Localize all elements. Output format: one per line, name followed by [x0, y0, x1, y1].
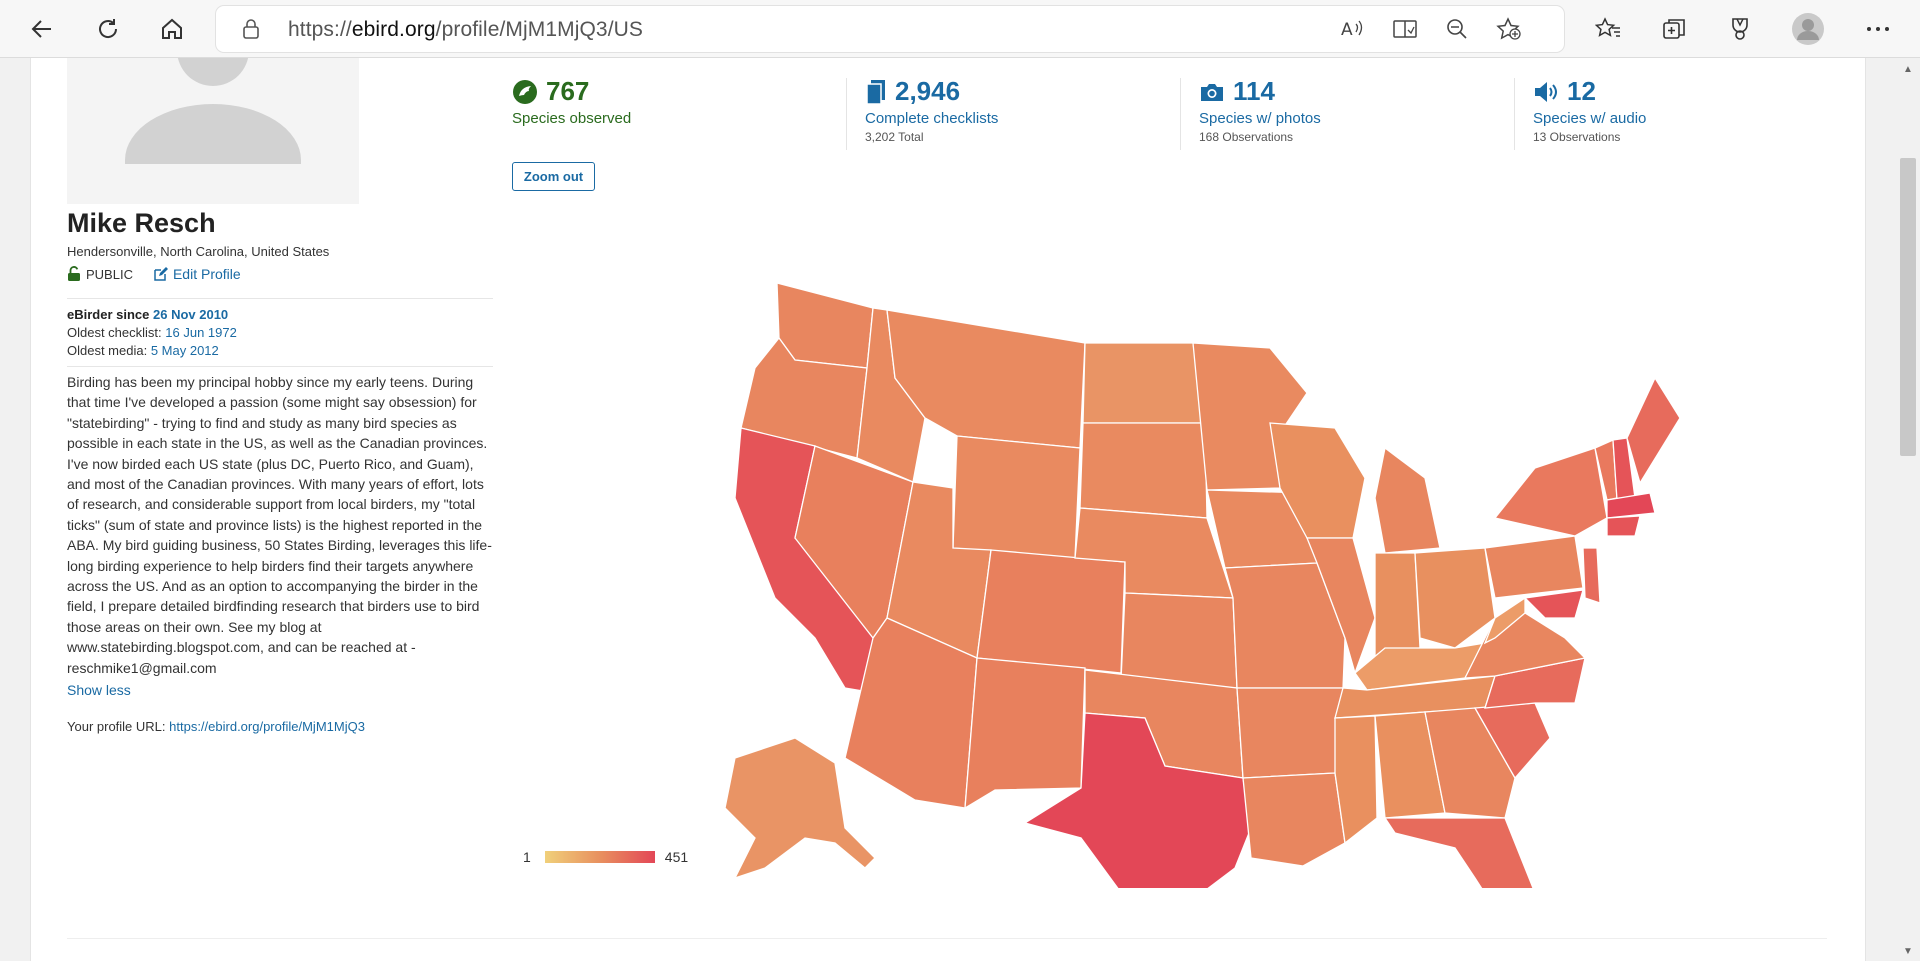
divider: [846, 78, 847, 150]
read-aloud-icon[interactable]: A: [1338, 15, 1368, 43]
state-north-dakota[interactable]: [1082, 342, 1206, 424]
stat-checklists[interactable]: 2,946 Complete checklists 3,202 Total: [865, 76, 998, 144]
divider: [67, 298, 493, 299]
species-observed-count[interactable]: 767: [546, 76, 590, 106]
divider: [67, 938, 1827, 939]
scroll-up-icon[interactable]: ▲: [1903, 64, 1913, 75]
state-maryland[interactable]: [1523, 589, 1584, 619]
state-new-jersey[interactable]: [1582, 547, 1601, 604]
state-new-york[interactable]: [1493, 447, 1608, 537]
stat-photos[interactable]: 114 Species w/ photos 168 Observations: [1199, 76, 1321, 144]
state-ohio[interactable]: [1414, 547, 1496, 649]
home-icon[interactable]: [152, 9, 192, 49]
lock-icon[interactable]: [242, 19, 260, 44]
oldest-checklist-label: Oldest checklist:: [67, 325, 162, 340]
us-species-map[interactable]: [695, 218, 1685, 888]
state-wyoming[interactable]: [952, 435, 1081, 559]
state-south-dakota[interactable]: [1079, 422, 1208, 519]
profile-location: Hendersonville, North Carolina, United S…: [67, 244, 330, 259]
state-mississippi[interactable]: [1334, 715, 1378, 845]
since-label: eBirder since: [67, 307, 150, 322]
stat-species-observed[interactable]: 767 Species observed: [512, 76, 631, 127]
rewards-icon[interactable]: [1720, 9, 1760, 49]
state-louisiana[interactable]: [1242, 772, 1346, 867]
unlock-icon: [68, 266, 80, 281]
stat-audio[interactable]: 12 Species w/ audio 13 Observations: [1533, 76, 1646, 144]
oldest-checklist-link[interactable]: 16 Jun 1972: [165, 325, 237, 340]
audio-count[interactable]: 12: [1567, 76, 1596, 106]
profile-bio: Birding has been my principal hobby sinc…: [67, 374, 492, 676]
state-pennsylvania[interactable]: [1484, 535, 1584, 599]
state-maine[interactable]: [1626, 376, 1681, 485]
state-texas[interactable]: [1023, 712, 1252, 888]
visibility-status: PUBLIC: [67, 266, 133, 282]
add-favorite-icon[interactable]: [1494, 15, 1524, 43]
photos-label[interactable]: Species w/ photos: [1199, 110, 1321, 127]
edit-profile-label[interactable]: Edit Profile: [172, 266, 241, 282]
state-kansas[interactable]: [1120, 592, 1238, 689]
favorites-icon[interactable]: [1588, 9, 1628, 49]
divider: [67, 366, 493, 367]
checklist-icon: [866, 79, 885, 105]
address-bar[interactable]: https://ebird.org/profile/MjM1MjQ3/US A: [216, 6, 1564, 52]
zoom-out-icon[interactable]: [1442, 15, 1472, 43]
state-massachusetts[interactable]: [1606, 492, 1656, 519]
state-indiana[interactable]: [1374, 552, 1421, 659]
visibility-label: PUBLIC: [86, 266, 133, 282]
profile-url-link[interactable]: https://ebird.org/profile/MjM1MjQ3: [169, 719, 365, 734]
species-observed-label[interactable]: Species observed: [512, 110, 632, 127]
back-icon[interactable]: [22, 9, 62, 49]
camera-icon: [1201, 83, 1223, 101]
profile-url-label: Your profile URL:: [67, 719, 166, 734]
zoom-out-button[interactable]: Zoom out: [512, 162, 595, 191]
refresh-icon[interactable]: [88, 9, 128, 49]
legend-min: 1: [523, 849, 531, 865]
state-connecticut[interactable]: [1606, 515, 1641, 537]
audio-observations: 13 Observations: [1533, 130, 1621, 144]
since-date[interactable]: 26 Nov 2010: [153, 307, 229, 322]
checklists-count[interactable]: 2,946: [895, 76, 961, 106]
membership-info: eBirder since 26 Nov 2010 Oldest checkli…: [67, 306, 237, 360]
avatar: [67, 58, 359, 204]
svg-text:A: A: [1341, 20, 1353, 40]
immersive-reader-icon[interactable]: [1390, 15, 1420, 43]
oldest-media-link[interactable]: 5 May 2012: [150, 343, 219, 358]
collections-icon[interactable]: [1654, 9, 1694, 49]
more-icon[interactable]: [1858, 9, 1898, 49]
audio-icon: [1535, 81, 1557, 102]
checklists-label[interactable]: Complete checklists: [865, 110, 999, 127]
state-arkansas[interactable]: [1236, 687, 1344, 779]
profile-name: Mike Resch: [67, 208, 216, 238]
state-new-mexico[interactable]: [964, 657, 1086, 810]
legend-max: 451: [664, 849, 689, 865]
divider: [1514, 78, 1515, 150]
state-west-virginia[interactable]: [1483, 596, 1526, 645]
oldest-media-label: Oldest media:: [67, 343, 148, 358]
state-florida[interactable]: [1383, 817, 1545, 888]
profile-icon[interactable]: [1788, 9, 1828, 49]
species-icon: [513, 79, 537, 104]
photos-observations: 168 Observations: [1199, 130, 1294, 144]
state-colorado[interactable]: [976, 549, 1126, 674]
audio-label[interactable]: Species w/ audio: [1533, 110, 1647, 127]
browser-toolbar: https://ebird.org/profile/MjM1MjQ3/US A: [0, 0, 1920, 58]
scroll-down-icon[interactable]: ▼: [1903, 946, 1913, 957]
legend-gradient: [544, 851, 655, 863]
url-text[interactable]: https://ebird.org/profile/MjM1MjQ3/US: [288, 18, 644, 41]
map-legend: 1 451: [523, 849, 688, 865]
state-georgia[interactable]: [1424, 707, 1516, 819]
edit-icon: [154, 266, 168, 281]
show-less-link[interactable]: Show less: [67, 682, 131, 698]
state-alaska[interactable]: [724, 737, 876, 880]
scrollbar[interactable]: ▲ ▼: [1896, 58, 1920, 961]
scrollbar-thumb[interactable]: [1900, 158, 1916, 456]
state-michigan[interactable]: [1374, 446, 1441, 554]
checklists-total: 3,202 Total: [865, 130, 924, 144]
edit-profile-link[interactable]: Edit Profile: [153, 266, 241, 282]
profile-page: Mike Resch Hendersonville, North Carolin…: [30, 58, 1866, 961]
state-north-carolina[interactable]: [1484, 657, 1586, 709]
profile-url-row: Your profile URL: https://ebird.org/prof…: [67, 719, 365, 734]
photos-count[interactable]: 114: [1233, 76, 1275, 106]
divider: [1180, 78, 1181, 150]
